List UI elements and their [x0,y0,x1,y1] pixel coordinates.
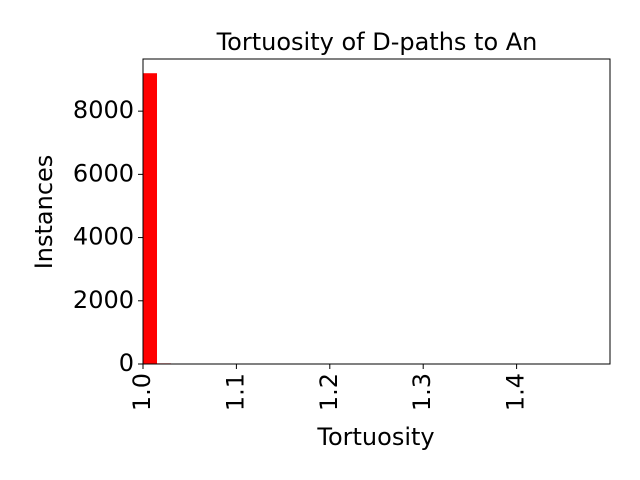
x-axis-label: Tortuosity [316,423,434,451]
y-tick-label: 0 [119,349,134,377]
x-tick-label: 1.0 [128,373,156,411]
x-tick-label: 1.4 [502,373,530,411]
y-tick-label: 6000 [73,159,134,187]
y-tick-label: 2000 [73,286,134,314]
histogram-bar [143,73,158,364]
plot-frame [142,58,611,365]
x-axis-ticks: 1.0 1.1 1.2 1.3 1.4 [128,364,530,411]
x-tick-label: 1.3 [408,373,436,411]
y-axis-ticks: 0 2000 4000 6000 8000 [73,96,143,377]
bars-group [143,73,414,364]
x-tick-label: 1.2 [315,373,343,411]
x-tick-label: 1.1 [221,373,249,411]
y-tick-label: 8000 [73,96,134,124]
y-axis-label: Instances [30,155,58,270]
chart-title: Tortuosity of D-paths to An [216,28,538,56]
y-tick-label: 4000 [73,223,134,251]
